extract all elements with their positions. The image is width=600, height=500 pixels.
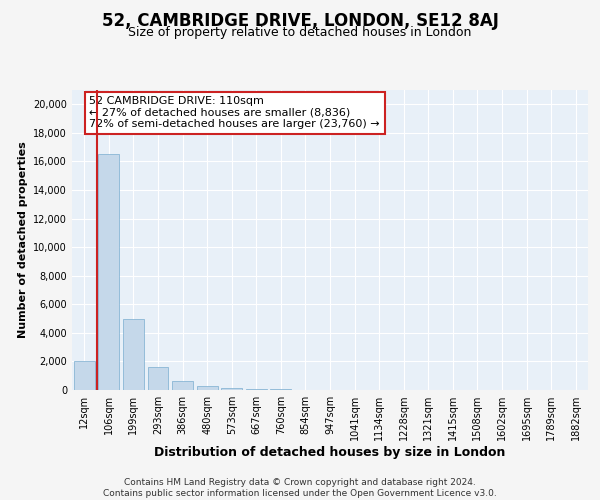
Text: Contains HM Land Registry data © Crown copyright and database right 2024.
Contai: Contains HM Land Registry data © Crown c…: [103, 478, 497, 498]
Bar: [172, 382, 193, 390]
Text: Size of property relative to detached houses in London: Size of property relative to detached ho…: [128, 26, 472, 39]
X-axis label: Distribution of detached houses by size in London: Distribution of detached houses by size …: [154, 446, 506, 459]
Bar: [98, 154, 119, 390]
Bar: [221, 388, 242, 390]
Bar: [123, 318, 144, 390]
Bar: [197, 386, 218, 390]
Bar: [74, 362, 95, 390]
Text: 52, CAMBRIDGE DRIVE, LONDON, SE12 8AJ: 52, CAMBRIDGE DRIVE, LONDON, SE12 8AJ: [101, 12, 499, 30]
Bar: [148, 367, 169, 390]
Bar: [246, 389, 267, 390]
Text: 52 CAMBRIDGE DRIVE: 110sqm
← 27% of detached houses are smaller (8,836)
72% of s: 52 CAMBRIDGE DRIVE: 110sqm ← 27% of deta…: [89, 96, 380, 129]
Y-axis label: Number of detached properties: Number of detached properties: [18, 142, 28, 338]
